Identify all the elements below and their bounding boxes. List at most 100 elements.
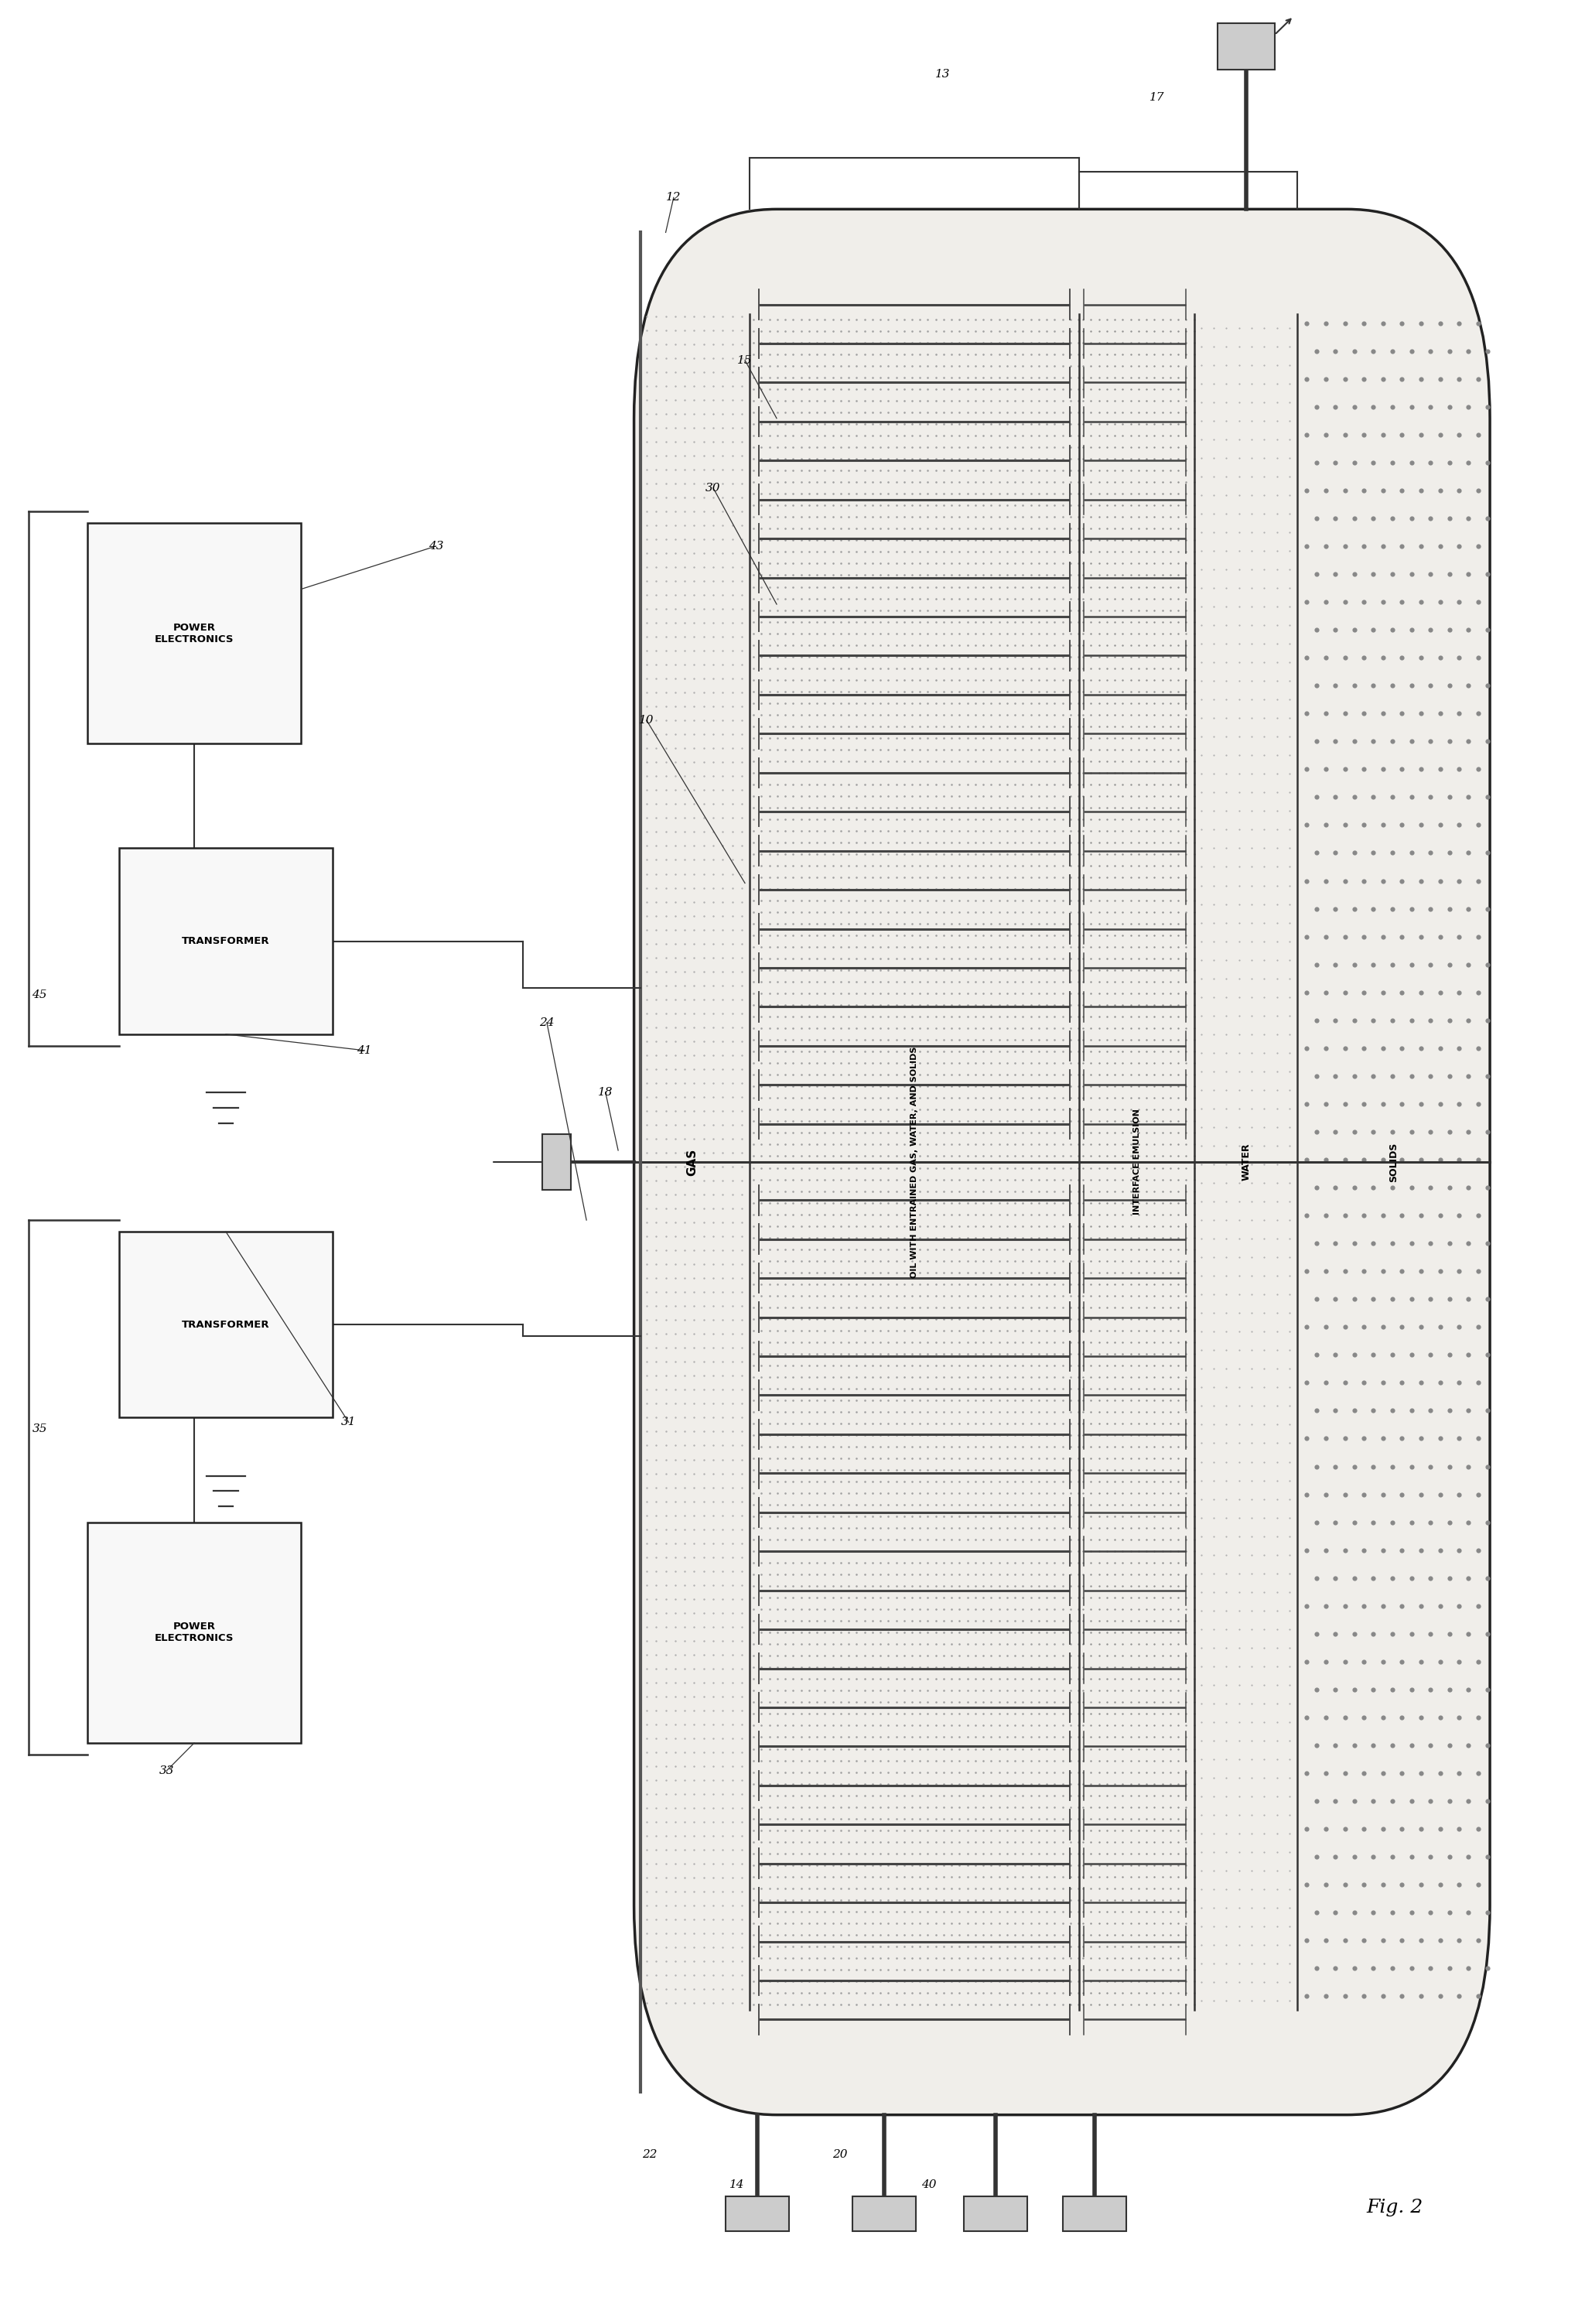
Point [701,744,726,781]
Point [710,562,735,600]
Point [1102,1113,1127,1150]
Point [756,1961,781,1999]
Point [1214,1034,1239,1071]
Point [859,1473,884,1511]
Point [1173,1218,1198,1255]
Point [804,1787,829,1824]
Point [1465,1922,1490,1959]
Point [1252,1443,1278,1480]
Point [819,1938,845,1975]
Point [653,744,678,781]
Point [663,1734,688,1771]
Point [644,841,669,878]
Point [962,381,987,418]
Point [720,646,745,683]
Point [1086,1195,1111,1232]
Point [1141,1102,1167,1139]
Point [819,1624,845,1662]
Point [772,451,797,488]
Point [883,1206,908,1243]
Point [891,1671,916,1708]
Point [851,1590,877,1627]
Point [634,1971,659,2008]
Point [970,1903,995,1941]
Point [883,300,908,337]
Point [1165,1927,1190,1964]
Point [907,1369,932,1406]
Point [748,311,773,349]
Point [1173,1078,1198,1116]
Point [653,1887,678,1924]
Point [710,1385,735,1422]
Point [1078,834,1103,872]
Point [1065,695,1090,732]
Point [930,579,956,616]
Point [970,1299,995,1336]
Point [780,1892,805,1929]
Point [1201,644,1227,681]
Point [1117,1903,1143,1941]
Point [1133,799,1159,837]
Point [780,1392,805,1429]
Point [1086,1462,1111,1499]
Point [891,1113,916,1150]
Point [1110,1473,1135,1511]
Point [1049,544,1075,581]
Point [978,648,1003,686]
Point [729,576,754,614]
Point [1331,751,1357,788]
Point [930,1927,956,1964]
Point [930,1950,956,1987]
Point [780,1462,805,1499]
Point [682,855,707,892]
Point [729,1720,754,1757]
Point [772,1566,797,1604]
Point [843,625,869,662]
Point [1041,323,1067,360]
Point [729,1260,754,1297]
Point [1125,1497,1151,1534]
Point [1125,683,1151,720]
Point [1117,1938,1143,1975]
Point [653,409,678,446]
Point [1189,1555,1214,1592]
Point [851,1915,877,1952]
Point [1010,1020,1035,1057]
Point [1239,1239,1265,1276]
Point [1398,1392,1423,1429]
Point [891,590,916,627]
Point [915,532,940,569]
Point [1033,567,1059,604]
Point [962,1915,987,1952]
Point [835,1229,861,1267]
Point [772,521,797,558]
Point [978,904,1003,941]
Point [1165,1450,1190,1487]
Point [672,911,697,948]
Point [875,730,900,767]
Point [859,579,884,616]
Point [819,904,845,941]
Point [907,1055,932,1092]
Point [827,1799,853,1836]
Point [701,381,726,418]
Point [1227,514,1252,551]
Point [1010,648,1035,686]
Point [634,646,659,683]
Point [1214,1127,1239,1164]
Point [1157,509,1182,546]
Point [1181,1136,1206,1174]
Point [859,1834,884,1871]
Point [1446,1978,1471,2015]
Point [1010,602,1035,639]
Point [835,1473,861,1511]
Point [970,428,995,465]
Point [1252,1183,1278,1220]
Point [891,1264,916,1301]
Point [986,1160,1011,1197]
Point [788,1380,813,1418]
Point [1165,765,1190,802]
Point [1010,1799,1035,1836]
Point [1133,1590,1159,1627]
Point [1133,1450,1159,1487]
